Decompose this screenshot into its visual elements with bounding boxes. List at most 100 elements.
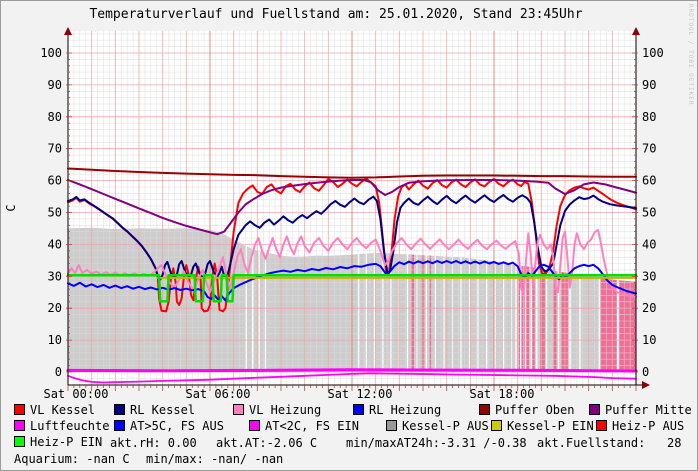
kessel-p-ein-gap <box>357 227 360 372</box>
kessel-p-ein-gap <box>468 227 471 372</box>
svg-text:10: 10 <box>642 333 656 347</box>
svg-text:50: 50 <box>48 206 62 220</box>
legend-item-kessel-p-ein: Kessel-P EIN <box>491 420 594 432</box>
kessel-p-ein-gap <box>373 227 375 372</box>
kessel-p-ein-gap <box>245 227 247 372</box>
kessel-p-ein-gap <box>390 227 392 372</box>
kessel-p-ein-gap <box>443 227 445 372</box>
kessel-p-ein-gap <box>536 227 538 372</box>
kessel-p-ein-gap <box>365 227 367 372</box>
stat-akt-rh: akt.rH: 0.00 <box>110 436 197 450</box>
legend-label: Heiz-P EIN <box>30 435 103 449</box>
axis-lines <box>67 29 642 386</box>
svg-text:40: 40 <box>642 237 656 251</box>
legend-item-vl-kessel: VL Kessel <box>14 404 95 416</box>
svg-text:90: 90 <box>48 78 62 92</box>
legend-swatch-rl-heizung <box>353 404 364 415</box>
stat-akt-at: akt.AT:-2.06 C <box>216 436 318 450</box>
heiz-p-aus-band <box>540 227 545 372</box>
kessel-p-ein-gap <box>258 227 260 372</box>
kessel-p-ein-gap <box>515 227 517 372</box>
kessel-p-ein-gap <box>434 227 436 372</box>
legend-label: Heiz-P AUS <box>612 419 685 433</box>
legend-label: AT>5C, FS AUS <box>130 419 224 433</box>
kessel-p-ein-gap <box>503 227 505 372</box>
svg-text:60: 60 <box>48 174 62 188</box>
kessel-p-ein-gap <box>557 227 560 372</box>
stat-akt-fuellstand: akt.Fuellstand: 28 <box>537 436 682 450</box>
svg-text:80: 80 <box>48 110 62 124</box>
kessel-p-ein-gap <box>382 227 384 372</box>
kessel-p-ein-gap <box>406 227 409 372</box>
legend-item-kessel-p-aus: Kessel-P AUS <box>386 420 489 432</box>
stat-aquarium: Aquarium: -nan C <box>14 452 130 466</box>
legend-label: VL Kessel <box>30 403 96 417</box>
stat-minmax-at24h: min/maxAT24h:-3.31 /-0.38 <box>346 436 527 450</box>
svg-text:90: 90 <box>642 78 656 92</box>
legend-item-rl-kessel: RL Kessel <box>114 404 195 416</box>
kessel-p-ein-gap <box>264 227 267 372</box>
kessel-p-ein-gap <box>569 227 572 372</box>
series-luftfeuchte <box>66 368 638 373</box>
svg-text:0: 0 <box>642 365 649 379</box>
series-puffer-mitte <box>67 179 637 236</box>
legend-swatch-at-fs-aus <box>114 420 125 431</box>
legend-item-at-fs-aus: AT>5C, FS AUS <box>114 420 224 432</box>
svg-text:Sat 06:00: Sat 06:00 <box>185 387 250 401</box>
legend-swatch-at-fs-ein <box>249 420 260 431</box>
legend-swatch-heiz-p-aus <box>596 420 607 431</box>
graph-title: Temperaturverlauf und Fuellstand am: 25.… <box>89 7 583 22</box>
svg-text:80: 80 <box>642 110 656 124</box>
series-at-at-2c-fs-ein- <box>67 372 637 384</box>
svg-text:70: 70 <box>642 142 656 156</box>
rrdtool-watermark: RRDTOOL / TOBI OETIKER <box>687 4 694 106</box>
legend-swatch-kessel-p-aus <box>386 420 397 431</box>
svg-text:20: 20 <box>48 301 62 315</box>
kessel-p-ein-gap <box>252 227 254 372</box>
legend-item-heiz-p-aus: Heiz-P AUS <box>596 420 684 432</box>
legend-swatch-vl-kessel <box>14 404 25 415</box>
legend-label: RL Kessel <box>130 403 196 417</box>
legend-item-at-fs-ein: AT<2C, FS EIN <box>249 420 359 432</box>
legend-label: Kessel-P AUS <box>402 419 489 433</box>
y-axis-title: C <box>4 204 18 211</box>
legend-label: AT<2C, FS EIN <box>265 419 359 433</box>
legend-swatch-vl-heizung <box>233 404 244 415</box>
y-axis-left-arrow <box>64 27 72 35</box>
kessel-p-ein-gap <box>494 227 496 372</box>
kessel-p-ein-gap <box>460 227 462 372</box>
heiz-p-aus-band <box>518 227 530 372</box>
kessel-p-ein-gap <box>524 227 527 372</box>
series-rl-heizung <box>67 260 637 302</box>
svg-text:100: 100 <box>642 46 664 60</box>
legend-item-heiz-p-ein: Heiz-P EIN <box>14 436 102 448</box>
svg-text:Sat 00:00: Sat 00:00 <box>43 387 108 401</box>
kessel-p-ein-gap <box>530 227 532 372</box>
svg-text:Sat 12:00: Sat 12:00 <box>327 387 392 401</box>
legend-item-puffer-oben: Puffer Oben <box>479 404 574 416</box>
svg-text:40: 40 <box>48 237 62 251</box>
legend-swatch-heiz-p-ein <box>14 436 25 447</box>
kessel-p-ein-gap <box>486 227 488 372</box>
kessel-p-ein-gap <box>520 227 522 372</box>
kessel-p-ein-gap <box>477 227 479 372</box>
heiz-p-aus-band <box>532 227 535 372</box>
svg-text:Sat 18:00: Sat 18:00 <box>469 387 534 401</box>
legend-label: RL Heizung <box>369 403 442 417</box>
legend-label: VL Heizung <box>249 403 322 417</box>
stat-aquarium-minmax: min/max: -nan/ -nan <box>146 452 284 466</box>
legend-swatch-luftfeuchte <box>14 420 25 431</box>
legend-label: Luftfeuchte <box>30 419 110 433</box>
y-axis-right-arrow <box>632 27 640 35</box>
svg-text:10: 10 <box>48 333 62 347</box>
svg-text:50: 50 <box>642 206 656 220</box>
legend-item-rl-heizung: RL Heizung <box>353 404 441 416</box>
kessel-p-ein-gap <box>579 227 581 372</box>
kessel-p-ein-gap <box>425 227 427 372</box>
legend-swatch-kessel-p-ein <box>491 420 502 431</box>
series-heiz-p-ein <box>66 274 638 303</box>
axis-ticks <box>66 52 638 391</box>
legend-item-luftfeuchte: Luftfeuchte <box>14 420 109 432</box>
svg-text:60: 60 <box>642 174 656 188</box>
